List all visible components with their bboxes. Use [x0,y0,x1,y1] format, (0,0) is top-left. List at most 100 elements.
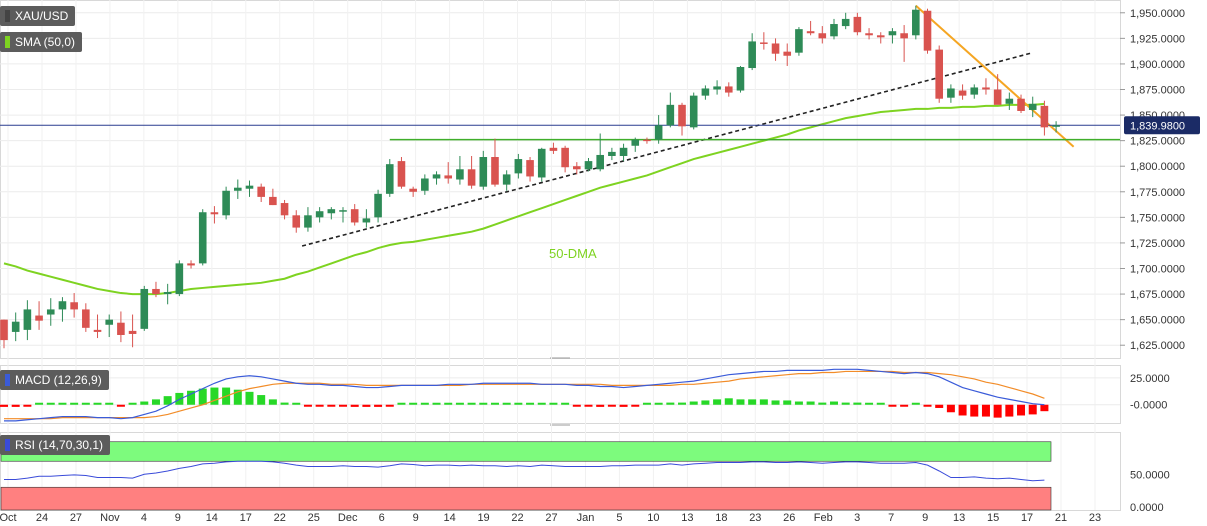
rsi-indicator-label[interactable]: RSI (14,70,30,1) [0,435,111,455]
candle[interactable] [432,171,441,185]
candle[interactable] [912,5,920,40]
candle[interactable] [783,43,792,66]
candle[interactable] [128,314,137,348]
candle[interactable] [818,26,827,44]
candle[interactable] [935,45,943,103]
candle-body [421,178,429,191]
candle[interactable] [993,74,1002,105]
candle[interactable] [947,84,955,103]
candle[interactable] [198,209,207,266]
candle[interactable] [795,27,803,56]
candle[interactable] [678,102,686,136]
candle[interactable] [163,283,172,305]
candle[interactable] [584,158,593,172]
candle[interactable] [70,293,78,318]
candle[interactable] [245,180,254,197]
candle[interactable] [187,260,195,269]
candle[interactable] [853,12,862,36]
candle[interactable] [771,38,780,61]
candle[interactable] [444,162,453,184]
macd-indicator-label[interactable]: MACD (12,26,9) [0,370,109,390]
candle[interactable] [93,314,102,339]
candle[interactable] [491,138,499,187]
candle[interactable] [35,301,43,330]
candle[interactable] [713,80,721,95]
macd-histogram-bar [748,399,757,405]
candle[interactable] [467,155,476,189]
candle[interactable] [1005,92,1014,110]
candle[interactable] [456,155,464,185]
candle[interactable] [561,145,569,173]
candle[interactable] [234,179,242,199]
current-price-badge[interactable] [1124,116,1200,135]
candle[interactable] [596,133,604,172]
candle[interactable] [421,174,429,195]
candle[interactable] [339,207,347,223]
candle[interactable] [175,260,184,297]
candle[interactable] [105,314,114,338]
candle[interactable] [830,18,838,40]
candle[interactable] [58,297,67,322]
symbol-label[interactable]: XAU/USD [0,6,76,26]
candle[interactable] [82,303,90,332]
candle[interactable] [502,170,511,191]
candle[interactable] [152,281,160,298]
candle[interactable] [865,28,873,40]
candle[interactable] [643,137,651,144]
candle[interactable] [46,298,55,326]
candle[interactable] [537,147,546,182]
candle[interactable] [210,206,219,224]
candle[interactable] [409,186,417,197]
candle[interactable] [970,84,979,99]
candle[interactable] [385,159,394,197]
candle[interactable] [11,312,20,342]
candle[interactable] [1052,121,1060,133]
candle[interactable] [350,204,359,226]
candle[interactable] [982,78,990,95]
candle[interactable] [304,207,312,232]
candle[interactable] [140,285,149,331]
candle[interactable] [806,20,815,36]
candle[interactable] [269,188,277,206]
candle[interactable] [888,28,897,44]
candle[interactable] [479,150,488,190]
candle[interactable] [608,147,616,161]
candle[interactable] [701,85,710,100]
candle[interactable] [666,92,675,128]
candle[interactable] [292,210,301,233]
candle[interactable] [397,157,406,189]
candle[interactable] [280,199,289,220]
candle-body [970,87,979,95]
candle[interactable] [654,115,663,144]
candle[interactable] [724,82,733,97]
candle[interactable] [315,207,324,223]
candle[interactable] [958,84,967,100]
candle[interactable] [0,319,8,349]
candle[interactable] [514,153,523,179]
x-tick-label: 27 [545,512,557,524]
candle[interactable] [748,33,756,71]
sma-indicator-label[interactable]: SMA (50,0) [0,32,83,52]
candle[interactable] [23,300,32,341]
candle[interactable] [374,189,382,223]
candle[interactable] [876,32,885,44]
candle[interactable] [549,142,558,154]
candle[interactable] [1028,96,1037,118]
candle[interactable] [689,92,698,130]
candle[interactable] [1040,100,1049,136]
candle[interactable] [257,183,265,203]
candle[interactable] [841,12,850,30]
candle[interactable] [736,65,745,93]
candle[interactable] [117,311,125,343]
candle[interactable] [619,143,628,162]
candle[interactable] [900,25,908,62]
candle[interactable] [222,186,230,220]
candle[interactable] [362,209,371,228]
candle[interactable] [631,137,640,152]
candle[interactable] [1017,94,1025,114]
candle[interactable] [923,8,932,54]
candle[interactable] [573,162,581,175]
candle[interactable] [327,207,336,220]
candle[interactable] [760,32,768,50]
candle[interactable] [526,157,534,182]
